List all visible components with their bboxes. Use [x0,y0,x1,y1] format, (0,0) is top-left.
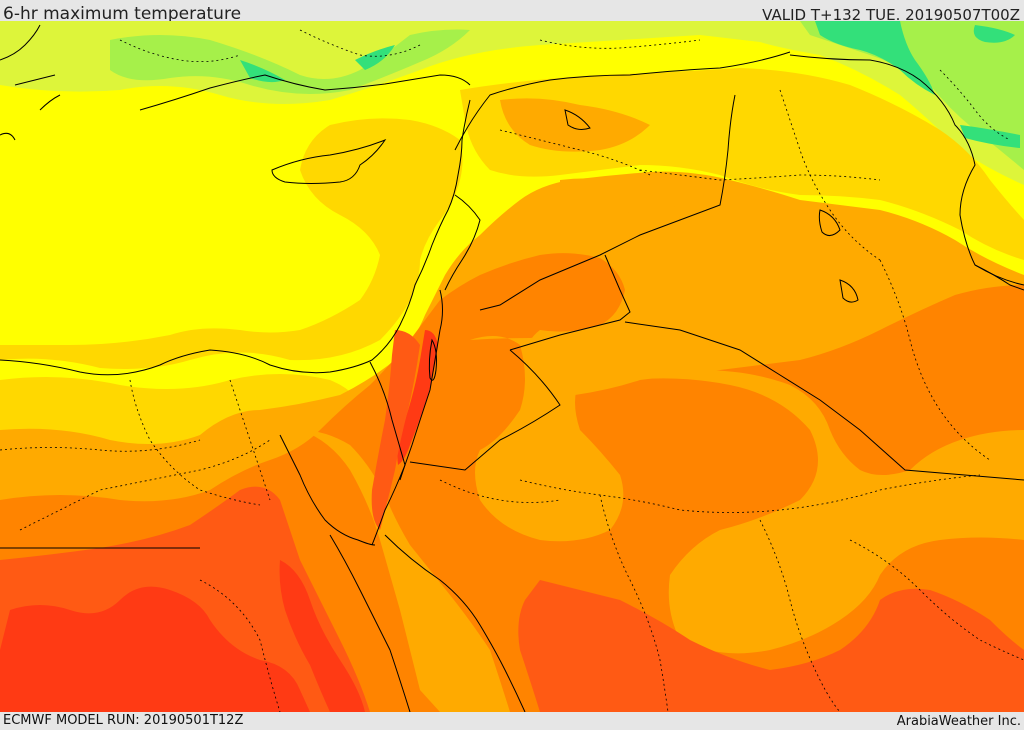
red-sea-east-coast [384,534,526,712]
province-line-15 [539,39,701,49]
temp-band-gold [0,118,463,369]
lake-assad [564,109,591,130]
suez-gulf-coast [279,434,376,546]
temp-band-red-orange-rift [397,330,438,465]
temp-band-dark-orange-rift [371,330,420,530]
temp-band-red-orange-2 [279,560,365,712]
jordan-saudi-border [509,254,631,351]
model-run: ECMWF MODEL RUN: 20190501T12Z [3,713,244,728]
header-bar: 6-hr maximum temperature VALID T+132 TUE… [0,0,1024,24]
province-line-9 [639,169,881,181]
temp-band-light-green-east [800,21,1024,170]
temp-band-amber-interior [630,370,1024,654]
province-line-7 [759,519,841,712]
temp-band-amber-central [470,336,624,542]
red-sea-west-coast [329,534,411,712]
temp-band-green-east-3 [960,125,1020,148]
egypt-israel-border [369,361,406,466]
province-line-4 [199,579,281,712]
jordan-saudi-south-border [409,349,561,471]
iraq-iran-border [789,54,1024,286]
country-borders [0,51,1024,549]
turkey-south-coast [139,74,471,111]
province-line-16 [939,69,1011,141]
valid-time: VALID T+132 TUE. 20190507T00Z [762,6,1020,24]
syria-iraq-border [479,94,736,311]
credit: ArabiaWeather Inc. [896,714,1021,729]
province-line-12 [499,129,651,176]
coastlines [0,24,1024,712]
province-line-14 [119,39,241,63]
dead-sea [428,338,437,381]
footer-bar: ECMWF MODEL RUN: 20190501T12Z ArabiaWeat… [0,712,1024,729]
persian-gulf-coast [974,264,1024,291]
temp-band-green-east [815,21,935,95]
aegean-coast [0,24,61,141]
lebanon-syria-border [444,194,481,291]
temp-band-amber-north [500,98,680,217]
temp-band-amber-sinai [300,430,510,712]
iraq-saudi-border [624,321,1024,481]
province-line-2 [0,439,201,452]
map-canvas [0,21,1024,712]
israel-jordan-border [399,289,443,481]
aqaba-gulf-coast [371,464,406,546]
cyprus-island [271,138,387,184]
temp-band-green-west [240,45,395,83]
temp-band-green-east-2 [973,25,1015,43]
product-title: 6-hr maximum temperature [3,4,242,24]
temperature-map [0,21,1024,712]
lake-tharthar [818,209,859,303]
temp-band-light-green-west [110,29,470,94]
province-line-11 [879,259,991,461]
province-line-13 [299,29,421,57]
temp-band-red-orange [0,586,310,712]
province-line-6 [599,494,669,712]
province-line-3 [19,439,271,531]
turkey-syria-border [454,51,791,151]
province-line-18 [439,479,561,503]
cool-zones [0,21,1024,185]
province-boundaries [0,29,1024,712]
mediterranean-south-coast [0,99,471,376]
